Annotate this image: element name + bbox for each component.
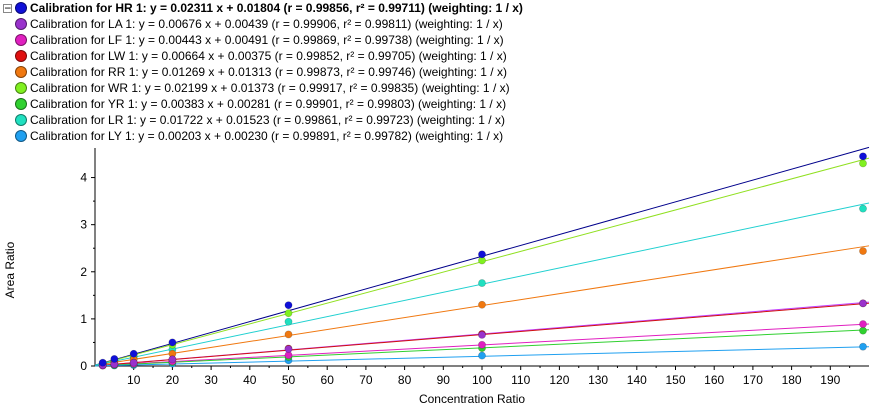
- legend-item-lw[interactable]: Calibration for LW 1: y = 0.00664 x + 0.…: [0, 48, 507, 64]
- data-point-wr: [859, 159, 867, 168]
- x-tick-label: 140: [627, 373, 647, 387]
- legend-swatch: [15, 82, 27, 94]
- y-tick-label: 3: [80, 218, 87, 232]
- x-tick-label: 120: [549, 373, 569, 387]
- x-tick-label: 190: [820, 373, 840, 387]
- data-point-rr: [284, 330, 293, 339]
- data-point-la: [284, 345, 293, 353]
- data-point-la: [168, 355, 177, 364]
- data-point-yr: [859, 326, 867, 335]
- data-point-hr: [284, 301, 293, 310]
- data-point-hr: [110, 355, 119, 363]
- x-tick-label: 180: [782, 373, 802, 387]
- x-tick-label: 70: [359, 373, 373, 387]
- legend-label: Calibration for LF 1: y = 0.00443 x + 0.…: [30, 33, 504, 47]
- legend-label: Calibration for LA 1: y = 0.00676 x + 0.…: [30, 17, 503, 31]
- legend-item-lr[interactable]: Calibration for LR 1: y = 0.01722 x + 0.…: [0, 112, 505, 128]
- legend-label: Calibration for LW 1: y = 0.00664 x + 0.…: [30, 49, 507, 63]
- x-tick-label: 20: [166, 373, 180, 387]
- data-point-rr: [859, 247, 867, 255]
- legend-swatch: [15, 50, 27, 62]
- legend-label: Calibration for HR 1: y = 0.02311 x + 0.…: [30, 1, 523, 15]
- x-tick-label: 150: [665, 373, 685, 387]
- y-tick-label: 2: [80, 265, 87, 279]
- data-point-la: [859, 299, 867, 308]
- x-tick-label: 170: [743, 373, 763, 387]
- x-tick-label: 10: [127, 373, 141, 387]
- data-point-wr: [284, 309, 293, 318]
- x-tick-label: 30: [204, 373, 218, 387]
- data-point-hr: [168, 338, 177, 347]
- x-tick-label: 90: [437, 373, 451, 387]
- data-point-hr: [859, 152, 867, 161]
- x-tick-label: 160: [704, 373, 724, 387]
- data-point-hr: [129, 349, 138, 358]
- data-point-la: [129, 358, 138, 367]
- data-point-ly: [859, 342, 867, 351]
- x-tick-label: 60: [321, 373, 335, 387]
- legend-swatch: [15, 98, 27, 110]
- legend-item-hr[interactable]: − Calibration for HR 1: y = 0.02311 x + 0…: [0, 0, 523, 16]
- data-point-hr: [478, 250, 486, 259]
- legend-label: Calibration for YR 1: y = 0.00383 x + 0.…: [30, 97, 507, 111]
- legend-swatch: [15, 130, 27, 142]
- legend-label: Calibration for LY 1: y = 0.00203 x + 0.…: [30, 129, 504, 143]
- data-point-ly: [478, 351, 486, 360]
- x-tick-label: 110: [511, 373, 530, 387]
- data-point-lf: [478, 340, 486, 349]
- legend-swatch: [15, 2, 27, 14]
- legend-swatch: [15, 18, 27, 30]
- data-point-la: [478, 331, 486, 339]
- data-point-lr: [859, 204, 867, 213]
- data-point-lr: [284, 317, 293, 326]
- x-tick-label: 80: [398, 373, 412, 387]
- data-point-lf: [859, 320, 867, 328]
- y-tick-label: 0: [80, 359, 87, 373]
- x-tick-label: 100: [472, 373, 492, 387]
- legend-label: Calibration for LR 1: y = 0.01722 x + 0.…: [30, 113, 505, 127]
- y-tick-label: 4: [80, 171, 87, 185]
- data-point-hr: [98, 358, 107, 367]
- legend-item-rr[interactable]: Calibration for RR 1: y = 0.01269 x + 0.…: [0, 64, 507, 80]
- x-tick-label: 40: [243, 373, 257, 387]
- legend-item-la[interactable]: Calibration for LA 1: y = 0.00676 x + 0.…: [0, 16, 503, 32]
- x-tick-label: 50: [282, 373, 296, 387]
- legend-item-ly[interactable]: Calibration for LY 1: y = 0.00203 x + 0.…: [0, 128, 503, 144]
- x-tick-label: 130: [588, 373, 608, 387]
- legend-item-lf[interactable]: Calibration for LF 1: y = 0.00443 x + 0.…: [0, 32, 504, 48]
- collapse-icon[interactable]: −: [3, 3, 12, 14]
- legend-item-yr[interactable]: Calibration for YR 1: y = 0.00383 x + 0.…: [0, 96, 506, 112]
- data-point-rr: [478, 300, 486, 309]
- data-point-lr: [478, 279, 486, 287]
- legend-label: Calibration for RR 1: y = 0.01269 x + 0.…: [30, 65, 507, 79]
- y-tick-label: 1: [80, 312, 87, 326]
- y-axis-title: Area Ratio: [3, 241, 17, 298]
- legend-swatch: [15, 66, 27, 78]
- x-axis-title: Concentration Ratio: [419, 392, 525, 406]
- legend-swatch: [15, 114, 27, 126]
- legend-item-wr[interactable]: Calibration for WR 1: y = 0.02199 x + 0.…: [0, 80, 510, 96]
- legend-swatch: [15, 34, 27, 46]
- legend-label: Calibration for WR 1: y = 0.02199 x + 0.…: [30, 81, 510, 95]
